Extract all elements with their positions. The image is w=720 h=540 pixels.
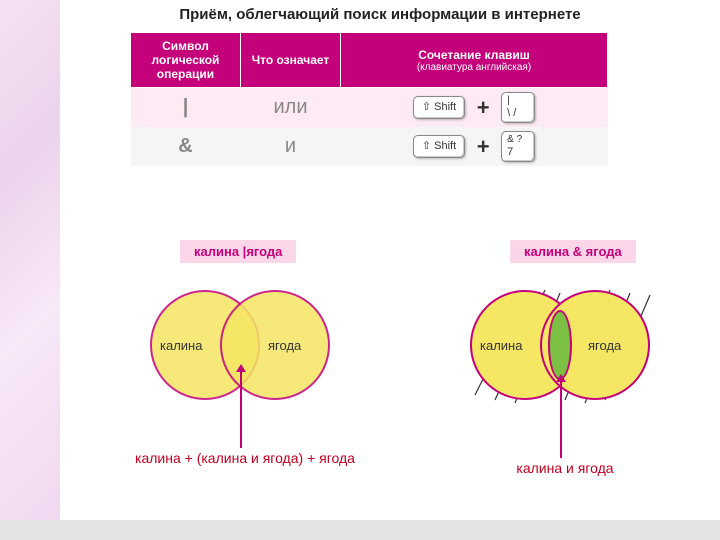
col-header-keys-sub: (клавиатура английская) bbox=[345, 62, 603, 73]
col-header-symbol: Символ логической операции bbox=[131, 33, 241, 88]
and-tag: калина & ягода bbox=[510, 240, 636, 263]
pipe-key-icon: | \ / bbox=[501, 92, 535, 123]
or-left-label: калина bbox=[160, 338, 202, 353]
key-bottom-label: 7 bbox=[507, 147, 529, 158]
table-row: | или ⇧ Shift + | \ / bbox=[131, 88, 608, 128]
and-intersection-lens bbox=[548, 310, 572, 380]
or-right-label: ягода bbox=[268, 338, 301, 353]
col-header-keys-main: Сочетание клавиш bbox=[418, 48, 530, 62]
key-top-label: | bbox=[507, 96, 529, 106]
meaning-cell: и bbox=[241, 127, 341, 166]
symbol-cell: & bbox=[131, 127, 241, 166]
or-arrow-icon bbox=[240, 370, 242, 448]
and-left-label: калина bbox=[480, 338, 522, 353]
and-caption: калина и ягода bbox=[420, 460, 710, 476]
and-right-label: ягода bbox=[588, 338, 621, 353]
plus-icon: + bbox=[477, 134, 490, 159]
operators-table: Символ логической операции Что означает … bbox=[130, 32, 608, 166]
or-venn: калина ягода bbox=[150, 290, 340, 410]
or-tag: калина |ягода bbox=[180, 240, 296, 263]
col-header-meaning: Что означает bbox=[241, 33, 341, 88]
keys-cell: ⇧ Shift + | \ / bbox=[341, 88, 608, 128]
table-row: & и ⇧ Shift + & ? 7 bbox=[131, 127, 608, 166]
footer-bar bbox=[0, 520, 720, 540]
key-bottom-label: \ / bbox=[507, 108, 529, 119]
and-venn: калина ягода bbox=[470, 290, 660, 410]
meaning-cell: или bbox=[241, 88, 341, 128]
key-top-label: & ? bbox=[507, 135, 529, 145]
shift-key-icon: ⇧ Shift bbox=[413, 135, 465, 158]
keys-cell: ⇧ Shift + & ? 7 bbox=[341, 127, 608, 166]
page-title: Приём, облегчающий поиск информации в ин… bbox=[80, 6, 680, 23]
plus-icon: + bbox=[477, 95, 490, 120]
decorative-side bbox=[0, 0, 60, 540]
amp-key-icon: & ? 7 bbox=[501, 131, 535, 162]
col-header-keys: Сочетание клавиш (клавиатура английская) bbox=[341, 33, 608, 88]
symbol-cell: | bbox=[131, 88, 241, 128]
shift-key-icon: ⇧ Shift bbox=[413, 96, 465, 119]
or-caption: калина + (калина и ягода) + ягода bbox=[100, 450, 390, 466]
venn-diagrams: калина |ягода калина ягода калина + (кал… bbox=[70, 240, 690, 530]
and-arrow-icon bbox=[560, 380, 562, 458]
